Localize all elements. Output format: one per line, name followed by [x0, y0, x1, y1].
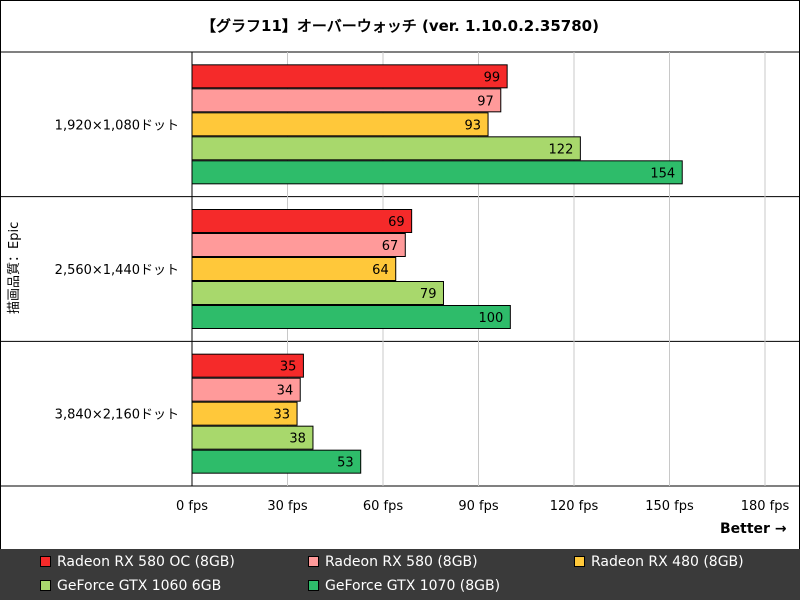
bar-value-label: 122 — [549, 142, 574, 157]
bar-value-label: 38 — [289, 432, 306, 447]
bar — [191, 449, 362, 474]
legend-label: GeForce GTX 1070 (8GB) — [325, 578, 501, 594]
chart-title: 【グラフ11】オーバーウォッチ (ver. 1.10.0.2.35780) — [201, 17, 599, 35]
legend-item: Radeon RX 580 OC (8GB) — [40, 552, 235, 572]
x-tick-label: 120 fps — [550, 499, 599, 514]
legend-label: GeForce GTX 1060 6GB — [57, 578, 222, 594]
legend-item: GeForce GTX 1070 (8GB) — [308, 576, 500, 596]
bar-value-label: 35 — [280, 360, 297, 375]
bar-value-label: 97 — [477, 94, 494, 109]
bar — [191, 257, 397, 281]
legend-label: Radeon RX 480 (8GB) — [591, 554, 744, 570]
x-tick-label: 30 fps — [267, 499, 308, 514]
better-label: Better → — [720, 521, 787, 537]
legend-swatch — [40, 555, 51, 567]
y-axis-label: 描画品質：Epic — [7, 221, 22, 314]
legend-item: GeForce GTX 1060 6GB — [40, 576, 221, 596]
bar-value-label: 67 — [382, 239, 399, 254]
x-tick-label: 180 fps — [741, 499, 790, 514]
bar-value-label: 99 — [484, 70, 501, 85]
x-tick-label: 60 fps — [363, 499, 404, 514]
bar — [191, 112, 489, 137]
bar — [191, 64, 508, 89]
bar-value-label: 53 — [337, 456, 354, 471]
bar — [191, 305, 511, 329]
bar — [191, 377, 301, 402]
bar — [191, 136, 581, 161]
bar — [191, 425, 314, 450]
bar — [191, 209, 413, 233]
legend-label: Radeon RX 580 (8GB) — [325, 554, 478, 570]
bar-value-label: 64 — [372, 263, 389, 278]
bar-value-label: 100 — [479, 311, 504, 326]
legend-label: Radeon RX 580 OC (8GB) — [57, 554, 235, 570]
x-tick-label: 150 fps — [645, 499, 694, 514]
x-tick-label: 0 fps — [176, 499, 208, 514]
bar — [191, 160, 683, 185]
legend: Radeon RX 580 OC (8GB) Radeon RX 580 (8GB… — [0, 549, 800, 600]
bar-value-label: 33 — [274, 408, 291, 423]
legend-item: Radeon RX 580 (8GB) — [308, 552, 478, 572]
bar-value-label: 34 — [277, 384, 294, 399]
legend-swatch — [574, 555, 585, 567]
bar — [191, 281, 444, 305]
chart-plot: 0 fps 30 fps 60 fps 90 fps 120 fps 150 fps 180… — [1, 51, 799, 514]
bar — [191, 401, 298, 426]
legend-swatch — [308, 579, 319, 591]
category-label: 1,920×1,080ドット — [55, 118, 179, 133]
legend-swatch — [308, 555, 319, 567]
bar-value-label: 79 — [420, 287, 437, 302]
bar — [191, 353, 304, 378]
legend-swatch — [40, 579, 51, 591]
bar — [191, 233, 406, 257]
x-tick-label: 90 fps — [458, 499, 499, 514]
bar-value-label: 93 — [465, 118, 482, 133]
category-label: 3,840×2,160ドット — [55, 408, 179, 423]
bar-value-label: 154 — [650, 166, 675, 181]
category-label: 2,560×1,440ドット — [55, 263, 179, 278]
bar — [191, 88, 502, 113]
legend-item: Radeon RX 480 (8GB) — [574, 552, 744, 572]
bar-value-label: 69 — [388, 215, 405, 230]
